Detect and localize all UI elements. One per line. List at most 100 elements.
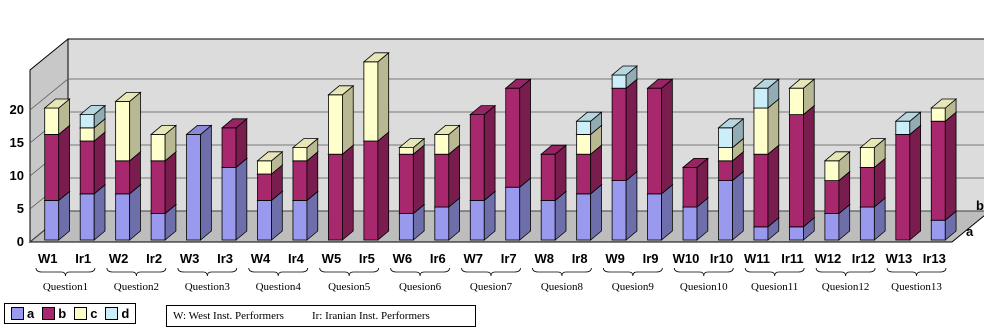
x-tick-label: Ir5: [359, 251, 375, 266]
x-tick-label: Ir11: [781, 251, 803, 266]
x-tick-label: W2: [109, 251, 129, 266]
depth-label: a: [966, 224, 974, 239]
legend-swatch: [74, 307, 88, 320]
legend-item-d: d: [105, 306, 129, 321]
bar-Ir8-d: [575, 111, 603, 136]
legend-item-b: b: [42, 306, 66, 321]
x-tick-label: W4: [251, 251, 271, 266]
group-brace: [532, 267, 592, 277]
bar-Ir7-b: [504, 78, 532, 189]
bar-Ir12-c: [859, 137, 887, 169]
bar-Ir3-b: [220, 117, 248, 169]
bar-Ir10-a: [717, 170, 745, 241]
legend-label: d: [121, 306, 130, 321]
bar-Ir11-c: [788, 78, 816, 116]
group-label: Quesion6: [399, 281, 442, 293]
bar-W4-c: [256, 150, 284, 175]
bar-Ir13-b: [930, 111, 958, 222]
legend-swatch: [11, 307, 24, 320]
legend-item-a: a: [11, 306, 34, 321]
group-label: Quesion9: [612, 281, 655, 293]
legend-swatch: [105, 307, 119, 320]
group-label: Question13: [891, 281, 942, 293]
bar-W5-c: [327, 84, 355, 156]
x-tick-label: Ir7: [501, 251, 517, 266]
group-brace: [177, 267, 238, 277]
x-tick-label: Ir12: [852, 251, 875, 266]
x-tick-label: Ir13: [923, 251, 946, 266]
bar-W6-b: [398, 144, 426, 215]
bar-Ir10-d: [717, 117, 745, 149]
x-tick-label: W1: [38, 251, 58, 266]
group-labels: Question1 Question2 Question3 Question4 Ques…: [35, 267, 947, 293]
group-label: Quesion7: [470, 281, 513, 293]
bar-W2-c: [114, 91, 142, 162]
gridline: [29, 78, 984, 111]
bar-Ir11-b: [788, 104, 816, 228]
x-tick-label: W11: [744, 251, 770, 266]
bar-Ir5-c: [362, 51, 390, 142]
x-tick-label: W9: [605, 251, 625, 266]
group-label: Quesion8: [541, 281, 584, 293]
legend-swatch: [42, 307, 56, 320]
bar-Ir4-c: [291, 137, 319, 162]
group-brace: [886, 267, 947, 277]
group-brace: [319, 267, 380, 277]
group-brace: [744, 267, 805, 277]
group-brace: [390, 267, 450, 277]
legend-label: c: [90, 306, 98, 321]
group-brace: [35, 267, 96, 277]
group-label: Quesion11: [751, 281, 798, 293]
depth-labels: ab: [966, 198, 984, 239]
bar-W1-b: [43, 124, 71, 202]
y-tick-label: 20: [10, 102, 24, 117]
bar-W1-c: [43, 98, 71, 136]
bar-W12-c: [823, 150, 851, 182]
legend-label: b: [58, 306, 67, 321]
x-tick-label: Ir8: [572, 251, 588, 266]
x-tick-label: W12: [815, 251, 842, 266]
bar-Ir1-d: [79, 104, 107, 129]
x-tick-label: Ir6: [430, 251, 446, 266]
x-tick-label: W8: [534, 251, 554, 266]
x-tick-label: W6: [393, 251, 413, 266]
group-brace: [461, 267, 521, 277]
group-label: Quesion5: [328, 281, 371, 293]
y-tick-label: 0: [17, 234, 24, 249]
bar-Ir2-c: [150, 124, 178, 162]
bar-W3-a: [185, 124, 213, 241]
y-tick-label: 15: [10, 135, 24, 150]
group-brace: [673, 267, 734, 277]
legend-label: a: [27, 306, 35, 321]
bar-W5-b: [327, 144, 355, 241]
group-label: Question4: [256, 281, 302, 293]
bar-W9-b: [611, 78, 639, 182]
group-brace: [815, 267, 876, 277]
x-tick-label: W7: [464, 251, 484, 266]
bar-W9-a: [611, 170, 639, 241]
y-axis-ticks: 0 5 10 15 20: [10, 102, 24, 249]
bar-W11-b: [752, 144, 780, 228]
x-tick-label: W13: [885, 251, 912, 266]
x-tick-label: Ir1: [75, 251, 91, 266]
group-label: Question2: [114, 281, 159, 293]
bar-Ir5-b: [362, 131, 390, 241]
bar-W9-d: [611, 65, 639, 90]
bar-W10-b: [681, 157, 709, 208]
bar-Ir3-a: [220, 157, 248, 241]
x-tick-label: W10: [673, 251, 700, 266]
x-axis-labels: W1 Ir1 W2 Ir2 W3 Ir3 W4 Ir4 W5 Ir5 W6 Ir6 W7 Ir7 W8 Ir8…: [38, 251, 946, 266]
x-tick-label: Ir10: [710, 251, 733, 266]
x-tick-label: W3: [180, 251, 200, 266]
x-tick-label: Ir2: [146, 251, 162, 266]
y-tick-label: 10: [10, 168, 24, 183]
bar-W11-d: [752, 78, 780, 109]
group-brace: [106, 267, 167, 277]
x-tick-label: W5: [322, 251, 342, 266]
abbreviation-notes: W: West Inst. Performers Ir: Iranian Ins…: [166, 305, 476, 327]
group-label: Quesion12: [822, 281, 870, 293]
bar-Ir9-b: [646, 78, 674, 195]
group-label: Question1: [43, 281, 88, 293]
note-iranian: Ir: Iranian Inst. Performers: [311, 310, 430, 322]
bar-W7-b: [469, 104, 497, 202]
